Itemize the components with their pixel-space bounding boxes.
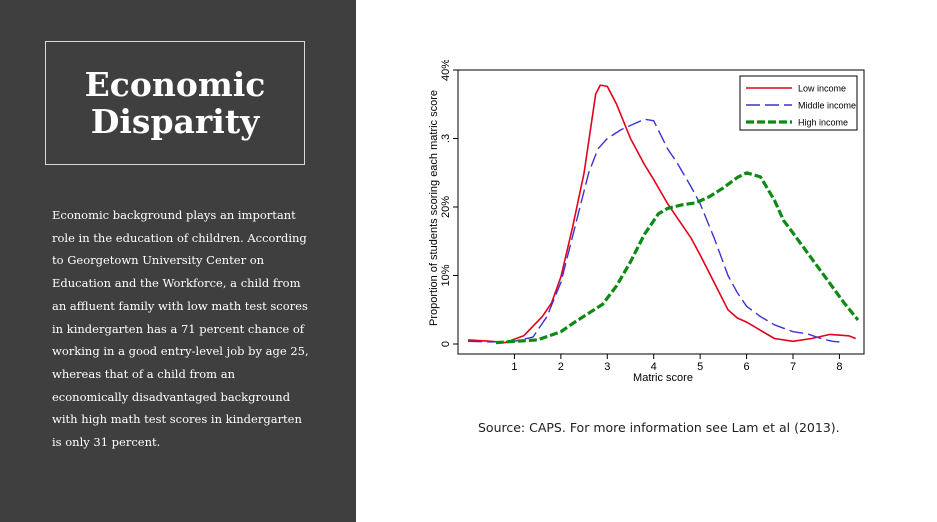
- x-tick-label-5: 5: [697, 361, 703, 373]
- slide-title: Economic Disparity: [85, 66, 266, 140]
- title-box: Economic Disparity: [45, 41, 305, 165]
- series-line-high-income: [495, 171, 860, 345]
- y-tick-label-1: 0: [440, 341, 452, 347]
- y-tick-label-5: 40%: [440, 60, 452, 81]
- y-tick-label-3: 20%: [440, 196, 452, 218]
- series-line-middle-income: [467, 118, 840, 343]
- legend: Low income Middle income High income: [739, 75, 858, 131]
- x-tick-label-8: 8: [836, 361, 842, 373]
- y-axis-label: Proportion of students scoring each matr…: [428, 90, 440, 326]
- y-tick-label-4: .3: [440, 134, 452, 143]
- legend-label-1: Low income: [798, 84, 846, 94]
- title-line-2: Disparity: [90, 102, 260, 141]
- left-panel: Economic Disparity Economic background p…: [0, 0, 356, 522]
- density-chart: 1 2 3 4 5 6 7 8 0 10% 20% .3 40% Matric score Propor…: [428, 60, 865, 384]
- legend-label-3: High income: [798, 118, 848, 128]
- title-line-1: Economic: [84, 65, 266, 104]
- series-line-low-income: [467, 84, 856, 344]
- legend-label-2: Middle income: [798, 101, 856, 111]
- x-tick-label-2: 2: [558, 361, 564, 373]
- x-tick-label-3: 3: [604, 361, 610, 373]
- x-tick-label-1: 1: [511, 361, 517, 373]
- x-tick-label-4: 4: [651, 361, 657, 373]
- x-tick-label-7: 7: [790, 361, 796, 373]
- x-axis-label: Matric score: [633, 372, 693, 384]
- body-text: Economic background plays an important r…: [52, 208, 309, 450]
- x-tick-label-6: 6: [744, 361, 750, 373]
- plot-frame: [457, 69, 865, 355]
- source-note: Source: CAPS. For more information see L…: [478, 420, 840, 435]
- y-tick-label-2: 10%: [440, 264, 452, 286]
